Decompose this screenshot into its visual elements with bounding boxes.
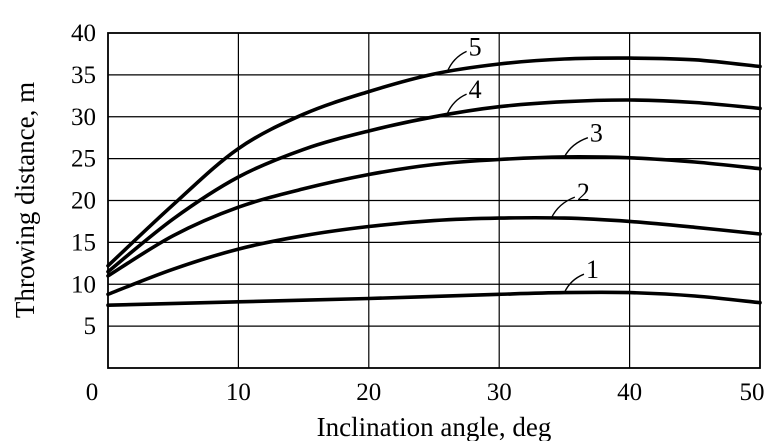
y-tick-label-20: 20 <box>71 188 96 215</box>
series-line-2 <box>106 215 762 297</box>
series-label-leaders: 1 2 3 4 5 <box>446 32 603 293</box>
y-tick-label-5: 5 <box>84 313 97 340</box>
y-tick-label-30: 30 <box>71 104 96 131</box>
x-tick-labels: 0 10 20 30 40 50 <box>86 379 765 406</box>
x-tick-label-30: 30 <box>487 379 512 406</box>
series-label-leader-5 <box>446 50 467 73</box>
x-tick-label-20: 20 <box>356 379 381 406</box>
series-label-1: 1 <box>586 255 599 284</box>
y-tick-label-35: 35 <box>71 62 96 89</box>
x-tick-label-40: 40 <box>617 379 642 406</box>
y-tick-label-25: 25 <box>71 146 96 173</box>
series-label-leader-2 <box>550 196 576 219</box>
x-axis-title: Inclination angle, deg <box>317 412 552 441</box>
series-line-1 <box>106 290 762 307</box>
plot-frame <box>107 32 761 369</box>
x-tick-label-0: 0 <box>86 379 99 406</box>
y-axis-title: Throwing distance, m <box>10 82 40 318</box>
series-line-5 <box>106 56 762 268</box>
series-label-leader-3 <box>563 137 589 158</box>
series-label-3: 3 <box>590 119 603 148</box>
series-line-3 <box>106 155 762 278</box>
series-label-4: 4 <box>469 75 482 104</box>
y-tick-label-40: 40 <box>71 20 96 47</box>
series-label-5: 5 <box>469 32 482 61</box>
y-tick-labels: 5 10 15 20 25 30 35 40 <box>71 20 96 340</box>
series-line-4 <box>106 98 762 274</box>
x-tick-label-50: 50 <box>740 379 765 406</box>
y-tick-label-15: 15 <box>71 229 96 256</box>
y-tick-label-10: 10 <box>71 271 96 298</box>
grid <box>108 33 760 368</box>
series-label-leader-1 <box>563 273 585 293</box>
series-label-leader-4 <box>446 93 467 115</box>
series-label-2: 2 <box>577 178 590 207</box>
series-group <box>106 56 762 307</box>
x-tick-label-10: 10 <box>226 379 251 406</box>
